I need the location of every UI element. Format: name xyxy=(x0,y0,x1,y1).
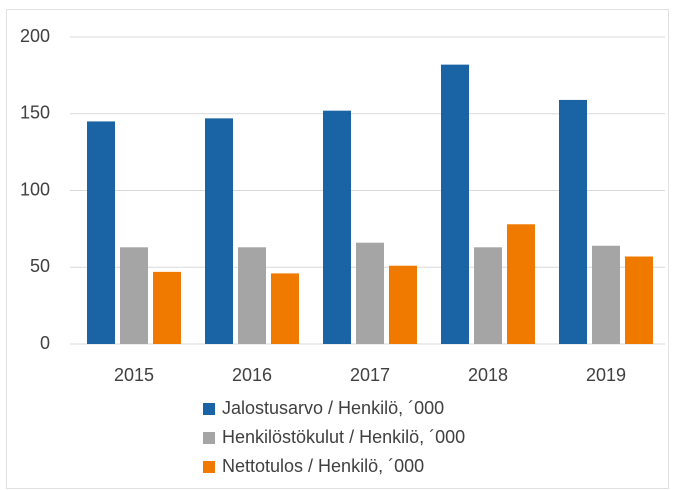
y-tick-label: 50 xyxy=(30,256,50,276)
y-tick-label: 150 xyxy=(20,103,50,123)
x-tick-label: 2016 xyxy=(232,365,272,385)
y-tick-label: 0 xyxy=(40,333,50,353)
bar xyxy=(592,245,620,344)
bar xyxy=(205,118,233,344)
x-tick-label: 2019 xyxy=(586,365,626,385)
bar xyxy=(87,121,115,344)
x-tick-label: 2018 xyxy=(468,365,508,385)
bar xyxy=(507,224,535,344)
bar xyxy=(474,247,502,344)
chart-frame xyxy=(6,9,669,489)
bar xyxy=(323,110,351,345)
x-tick-label: 2017 xyxy=(350,365,390,385)
y-tick-label: 100 xyxy=(20,179,50,199)
legend-label: Nettotulos / Henkilö, ´000 xyxy=(222,456,424,476)
legend-label: Jalostusarvo / Henkilö, ´000 xyxy=(222,398,444,418)
legend-swatch xyxy=(203,432,215,444)
bar xyxy=(356,242,384,344)
x-tick-label: 2015 xyxy=(114,365,154,385)
bar xyxy=(625,256,653,344)
bar xyxy=(238,247,266,344)
bar xyxy=(559,99,587,344)
bar xyxy=(271,273,299,344)
bar xyxy=(153,271,181,344)
bar xyxy=(441,64,469,344)
bar xyxy=(120,247,148,344)
bar xyxy=(389,265,417,344)
legend-swatch xyxy=(203,461,215,473)
legend-swatch xyxy=(203,403,215,415)
legend-label: Henkilöstökulut / Henkilö, ´000 xyxy=(222,427,465,447)
y-tick-label: 200 xyxy=(20,26,50,46)
